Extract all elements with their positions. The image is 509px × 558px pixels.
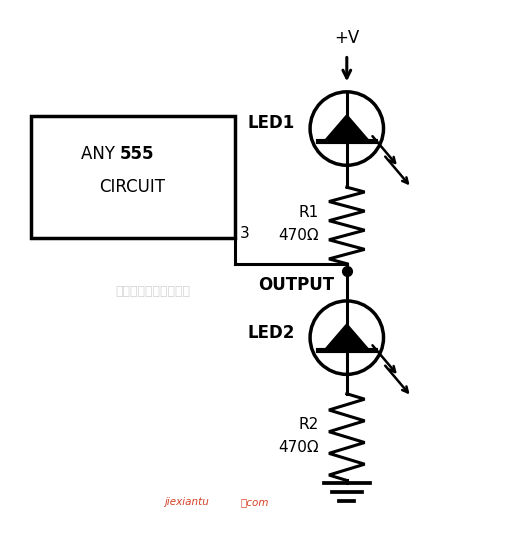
Text: ．com: ．com	[240, 497, 269, 507]
Text: jiexiantu: jiexiantu	[163, 497, 208, 507]
Text: 杭州将睷科技有限公司: 杭州将睷科技有限公司	[115, 285, 190, 298]
Circle shape	[309, 92, 383, 165]
Polygon shape	[323, 115, 369, 141]
Text: CIRCUIT: CIRCUIT	[99, 178, 165, 196]
Polygon shape	[323, 324, 369, 350]
Text: LED1: LED1	[247, 114, 294, 132]
Text: 470Ω: 470Ω	[277, 228, 318, 243]
Text: OUTPUT: OUTPUT	[257, 276, 333, 295]
Text: R2: R2	[298, 417, 318, 432]
Text: 470Ω: 470Ω	[277, 440, 318, 455]
Text: 555: 555	[120, 145, 154, 163]
Text: R1: R1	[298, 205, 318, 220]
Text: 3: 3	[239, 226, 249, 240]
Bar	[31, 116, 234, 238]
Text: ANY: ANY	[80, 145, 120, 163]
Text: +V: +V	[333, 29, 359, 47]
Text: LED2: LED2	[247, 324, 294, 341]
Circle shape	[309, 301, 383, 374]
